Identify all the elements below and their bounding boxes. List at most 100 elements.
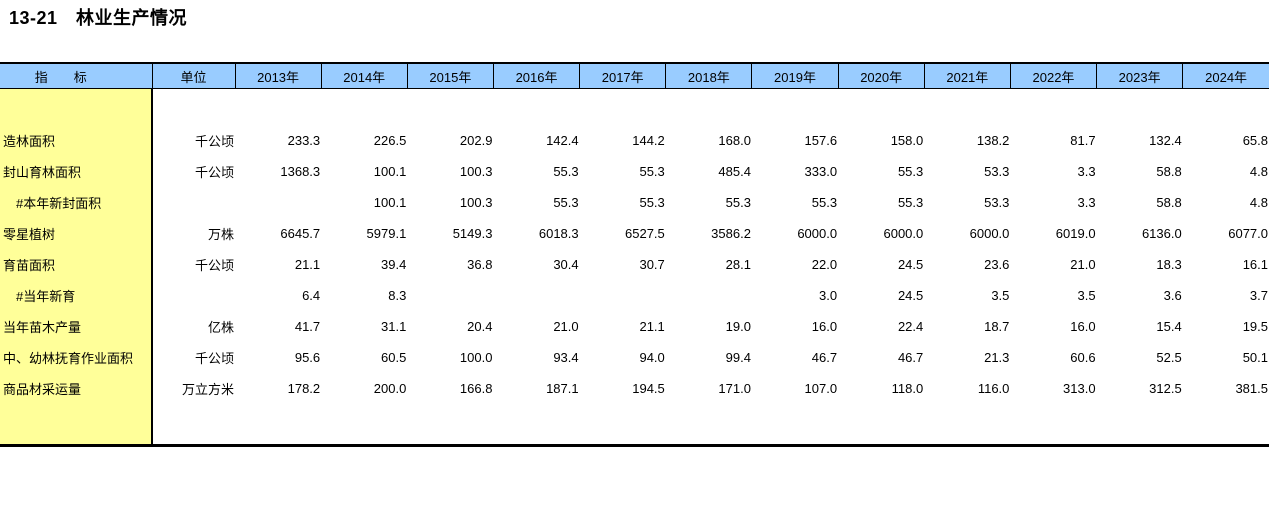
value-cell-r8-c8: 46.7 <box>838 342 925 373</box>
value-cell-r7-c8: 22.4 <box>838 311 925 342</box>
value-cell-r3-c4: 55.3 <box>493 187 580 218</box>
value-cell-r4-c3: 5149.3 <box>407 218 494 249</box>
value-cell-r7-c3: 20.4 <box>407 311 494 342</box>
value-cell-r1-c5: 144.2 <box>579 125 666 156</box>
table-row: 封山育林面积 千公顷 1368.3 100.1 100.3 55.3 55.3 485.4 33… <box>0 156 1269 187</box>
value-cell-r6-c9: 3.5 <box>924 280 1011 311</box>
indicator-cell: 造林面积 <box>0 125 153 156</box>
value-cell-r7-c12: 19.5 <box>1182 311 1269 342</box>
year-column-header-5: 2017年 <box>579 62 666 89</box>
indicator-cell: 零星植树 <box>0 218 153 249</box>
value-cell-r9-c5: 194.5 <box>579 373 666 404</box>
value-cell-r3-c10: 3.3 <box>1010 187 1097 218</box>
value-cell-r4-c2: 5979.1 <box>321 218 408 249</box>
value-cell-r8-c12: 50.1 <box>1182 342 1269 373</box>
table-row: 育苗面积 千公顷 21.1 39.4 36.8 30.4 30.7 28.1 22.0 24.5 2… <box>0 249 1269 280</box>
value-cell-r3-c8: 55.3 <box>838 187 925 218</box>
unit-cell <box>152 187 235 218</box>
table-row: #当年新育 6.4 8.3 3.0 24.5 3.5 3.5 3.6 3.7 <box>0 280 1269 311</box>
value-cell-r7-c7: 16.0 <box>751 311 839 342</box>
pad-cell <box>152 88 1269 125</box>
value-cell-r8-c1: 95.6 <box>235 342 322 373</box>
value-cell-r3-c3: 100.3 <box>407 187 494 218</box>
value-cell-r2-c9: 53.3 <box>924 156 1011 187</box>
value-cell-r6-c4 <box>493 280 580 311</box>
value-cell-r5-c3: 36.8 <box>407 249 494 280</box>
unit-cell <box>152 280 235 311</box>
table-row: 造林面积 千公顷 233.3 226.5 202.9 142.4 144.2 168.0 157… <box>0 125 1269 156</box>
value-cell-r6-c11: 3.6 <box>1096 280 1183 311</box>
value-cell-r5-c6: 28.1 <box>665 249 752 280</box>
year-column-header-1: 2013年 <box>234 62 322 89</box>
table-row: #本年新封面积 100.1 100.3 55.3 55.3 55.3 55.3 55.3 53.… <box>0 187 1269 218</box>
value-cell-r5-c10: 21.0 <box>1010 249 1097 280</box>
indicator-cell: 封山育林面积 <box>0 156 153 187</box>
value-cell-r2-c11: 58.8 <box>1096 156 1183 187</box>
value-cell-r4-c9: 6000.0 <box>924 218 1011 249</box>
table-row: 中、幼林抚育作业面积 千公顷 95.6 60.5 100.0 93.4 94.0 99.4 46… <box>0 342 1269 373</box>
unit-cell: 亿株 <box>152 311 235 342</box>
value-cell-r3-c6: 55.3 <box>665 187 752 218</box>
value-cell-r9-c9: 116.0 <box>924 373 1011 404</box>
value-cell-r4-c12: 6077.0 <box>1182 218 1269 249</box>
value-cell-r1-c4: 142.4 <box>493 125 580 156</box>
table-header: 指 标单位 2013年 2014年 2015年 2016年 2017年 2018年 2019年… <box>0 62 1269 89</box>
value-cell-r2-c8: 55.3 <box>838 156 925 187</box>
value-cell-r6-c3 <box>407 280 494 311</box>
value-cell-r5-c12: 16.1 <box>1182 249 1269 280</box>
value-cell-r4-c5: 6527.5 <box>579 218 666 249</box>
value-cell-r4-c8: 6000.0 <box>838 218 925 249</box>
value-cell-r2-c4: 55.3 <box>493 156 580 187</box>
value-cell-r3-c1 <box>235 187 322 218</box>
stub-pad-cell <box>0 88 153 125</box>
value-cell-r2-c7: 333.0 <box>751 156 839 187</box>
value-cell-r7-c1: 41.7 <box>235 311 322 342</box>
value-cell-r7-c4: 21.0 <box>493 311 580 342</box>
unit-cell: 千公顷 <box>152 156 235 187</box>
year-column-header-4: 2016年 <box>492 62 580 89</box>
indicator-cell: #当年新育 <box>0 280 153 311</box>
value-cell-r2-c10: 3.3 <box>1010 156 1097 187</box>
value-cell-r3-c12: 4.8 <box>1182 187 1269 218</box>
year-column-header-10: 2022年 <box>1009 62 1097 89</box>
value-cell-r1-c1: 233.3 <box>235 125 322 156</box>
unit-cell: 万株 <box>152 218 235 249</box>
pad-cell <box>152 404 1269 447</box>
value-cell-r2-c5: 55.3 <box>579 156 666 187</box>
forestry-production-table: 指 标单位 2013年 2014年 2015年 2016年 2017年 2018年 2019年… <box>0 62 1269 447</box>
table-row: 当年苗木产量 亿株 41.7 31.1 20.4 21.0 21.1 19.0 16.0 22.4… <box>0 311 1269 342</box>
year-column-header-12: 2024年 <box>1182 62 1269 89</box>
year-column-header-6: 2018年 <box>665 62 752 89</box>
value-cell-r2-c6: 485.4 <box>665 156 752 187</box>
value-cell-r7-c6: 19.0 <box>665 311 752 342</box>
value-cell-r9-c2: 200.0 <box>321 373 408 404</box>
value-cell-r9-c1: 178.2 <box>235 373 322 404</box>
indicator-cell: 育苗面积 <box>0 249 153 280</box>
unit-column-header: 单位 <box>151 62 235 89</box>
value-cell-r6-c7: 3.0 <box>751 280 839 311</box>
table-row: 零星植树 万株 6645.7 5979.1 5149.3 6018.3 6527.5 3586… <box>0 218 1269 249</box>
unit-cell: 千公顷 <box>152 125 235 156</box>
value-cell-r6-c5 <box>579 280 666 311</box>
value-cell-r7-c2: 31.1 <box>321 311 408 342</box>
value-cell-r1-c9: 138.2 <box>924 125 1011 156</box>
table-header-row: 指 标单位 2013年 2014年 2015年 2016年 2017年 2018年 2019年… <box>0 62 1269 89</box>
unit-cell: 千公顷 <box>152 342 235 373</box>
value-cell-r6-c6 <box>665 280 752 311</box>
value-cell-r1-c2: 226.5 <box>321 125 408 156</box>
year-column-header-7: 2019年 <box>751 62 839 89</box>
value-cell-r6-c10: 3.5 <box>1010 280 1097 311</box>
value-cell-r3-c7: 55.3 <box>751 187 839 218</box>
value-cell-r5-c5: 30.7 <box>579 249 666 280</box>
value-cell-r2-c12: 4.8 <box>1182 156 1269 187</box>
value-cell-r4-c11: 6136.0 <box>1096 218 1183 249</box>
value-cell-r4-c6: 3586.2 <box>665 218 752 249</box>
value-cell-r7-c5: 21.1 <box>579 311 666 342</box>
value-cell-r4-c10: 6019.0 <box>1010 218 1097 249</box>
value-cell-r4-c7: 6000.0 <box>751 218 839 249</box>
value-cell-r1-c10: 81.7 <box>1010 125 1097 156</box>
value-cell-r1-c8: 158.0 <box>838 125 925 156</box>
year-column-header-3: 2015年 <box>406 62 494 89</box>
value-cell-r6-c12: 3.7 <box>1182 280 1269 311</box>
year-column-header-9: 2021年 <box>923 62 1011 89</box>
